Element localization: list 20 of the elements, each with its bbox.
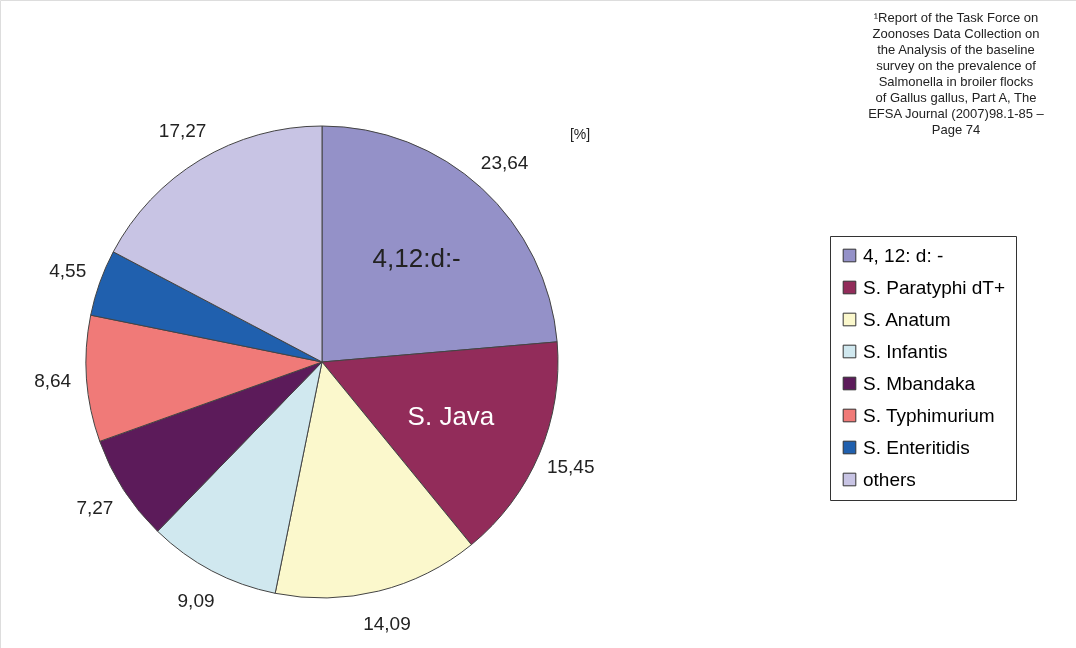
legend-label: others <box>863 468 916 490</box>
legend-label: S. Typhimurium <box>863 404 995 426</box>
legend-label: S. Anatum <box>863 308 951 330</box>
legend-label: S. Infantis <box>863 340 948 362</box>
data-label: 23,64 <box>480 152 529 174</box>
data-label: 4,55 <box>49 260 87 282</box>
data-label: 8,64 <box>34 370 72 392</box>
text: 4,12:d:- <box>372 242 461 273</box>
data-label: 9,09 <box>177 589 215 611</box>
data-label: 17,27 <box>158 119 207 141</box>
data-label: 7,27 <box>76 497 114 519</box>
legend-label: 4, 12: d: - <box>863 244 944 266</box>
data-label: 15,45 <box>546 456 595 478</box>
text: S. Java <box>407 400 495 431</box>
legend-label: S. Enteritidis <box>863 436 970 458</box>
legend-label: S. Mbandaka <box>863 372 976 394</box>
text: [%] <box>569 126 591 142</box>
data-label: 14,09 <box>363 613 411 635</box>
text: ¹Report of the Task Force on Zoonoses Data Collection on the Analysis of the baseline survey on the prevalence of Salmonella in broiler flocks of Gallus gallus, Part A, The EFSA Journal (2007)98.1-85 – Page 74 <box>868 10 1045 137</box>
legend-label: S. Paratyphi dT+ <box>863 276 1006 298</box>
